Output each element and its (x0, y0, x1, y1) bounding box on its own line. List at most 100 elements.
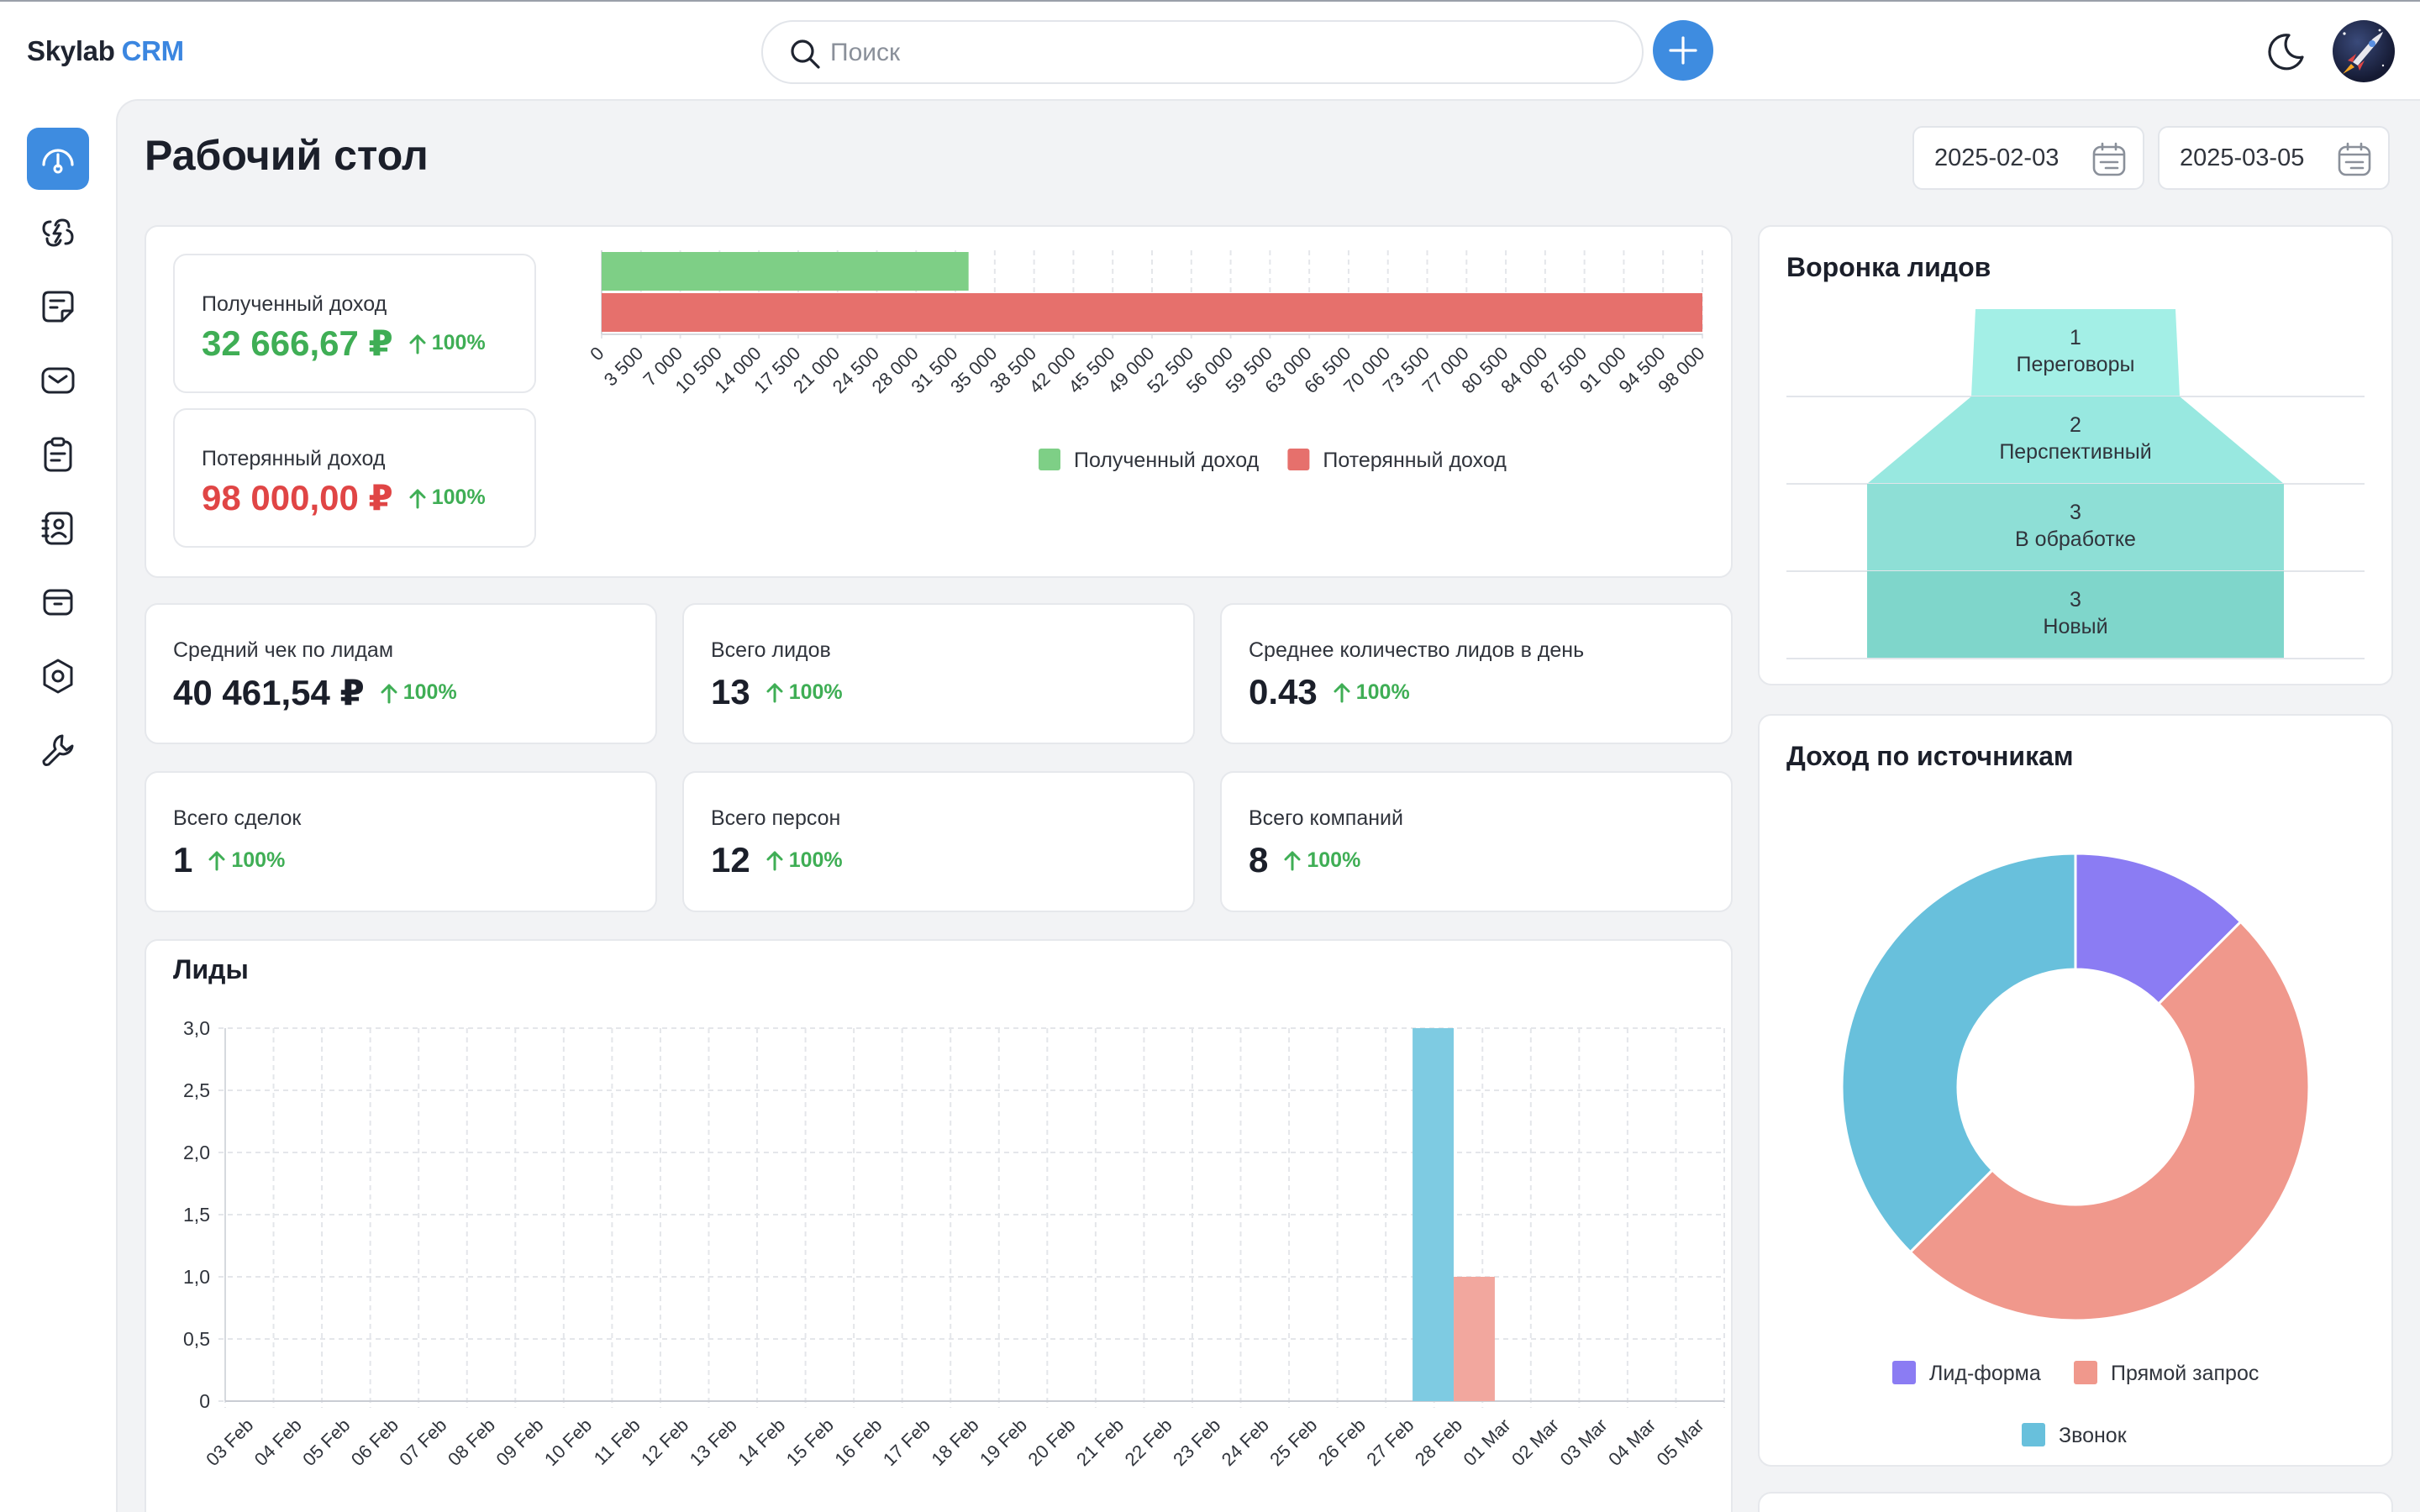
lead-funnel-card: Воронка лидов 1 Переговоры 2 Перспективный 3… (1758, 225, 2393, 685)
plus-icon (1669, 36, 1697, 65)
sidebar-item-settings[interactable] (27, 645, 89, 707)
y-tick-label: 1,0 (183, 1266, 210, 1288)
received-income-trend: 100% (408, 331, 486, 355)
x-tick-label: 25 Feb (1265, 1415, 1321, 1470)
lost-income-label: Потерянный доход (202, 447, 386, 470)
top-bar: Skylab CRM (0, 0, 2420, 99)
sidebar-item-integrations[interactable] (27, 202, 89, 264)
income-sources-card: Доход по источникам Лид-форма Прямой запр… (1758, 714, 2393, 1467)
x-tick-label: 23 Feb (1169, 1415, 1224, 1470)
deals-value: 1 (173, 840, 193, 879)
income-sources-title: Доход по источникам (1786, 741, 2074, 771)
x-tick-label: 14 Feb (734, 1415, 789, 1470)
sidebar-item-tasks[interactable] (27, 423, 89, 486)
trend-value: 100% (231, 848, 286, 872)
x-tick-label: 05 Feb (298, 1415, 354, 1470)
x-tick-label: 04 Mar (1604, 1415, 1660, 1470)
brand-name: Skylab (27, 35, 115, 66)
calendar-icon[interactable] (2091, 141, 2128, 178)
persons-value: 12 (711, 840, 750, 879)
legend-label: Звонок (2059, 1424, 2128, 1447)
x-tick-label: 17 Feb (879, 1415, 934, 1470)
funnel-stage-count: 3 (2070, 588, 2081, 612)
x-tick-label: 03 Feb (202, 1415, 257, 1470)
deals-trend: 100% (208, 848, 285, 873)
search-bar (761, 20, 1644, 84)
lost-income-value: 98 000,00 ₽ (202, 478, 393, 517)
funnel-stage-name: В обработке (2015, 528, 2136, 551)
x-tick-label: 13 Feb (686, 1415, 741, 1470)
funnel-stage-name: Новый (2043, 615, 2107, 638)
leads-chart-card: Лиды 0 0,5 1,0 1,5 2,0 2,5 3,0 03 Feb 04 Feb 05 F… (145, 939, 1733, 1512)
y-tick-label: 2,5 (183, 1079, 210, 1101)
total-leads-trend: 100% (765, 680, 843, 705)
lead-funnel-chart: 1 Переговоры 2 Перспективный 3 В обработке 3 Но… (1786, 309, 2365, 659)
app-logo[interactable]: Skylab CRM (27, 35, 184, 67)
calendar-icon[interactable] (2336, 141, 2373, 178)
deals-card: Всего сделок 1 100% (145, 771, 657, 912)
legend-swatch (1039, 449, 1060, 470)
integrations-icon (42, 218, 74, 247)
user-avatar[interactable] (2333, 20, 2395, 82)
total-leads-value: 13 (711, 672, 750, 711)
donut-slice-2 (1908, 920, 2311, 1322)
x-tick-label: 09 Feb (492, 1415, 547, 1470)
sidebar-item-tools[interactable] (27, 719, 89, 781)
received-income-label: Полученный доход (202, 292, 387, 316)
bar-lost (602, 293, 1702, 332)
income-card: Полученный доход 32 666,67 ₽ 100% Потеря… (145, 225, 1733, 578)
avg-check-stat: 40 461,54 ₽ 100% (173, 672, 457, 713)
y-tick-label: 2,0 (183, 1142, 210, 1163)
wrench-icon (42, 734, 74, 766)
persons-trend: 100% (765, 848, 843, 873)
x-tick-label: 24 Feb (1218, 1415, 1273, 1470)
date-to-input[interactable]: 2025-03-05 (2158, 126, 2390, 190)
create-button[interactable] (1653, 20, 1713, 81)
y-tick-label: 3,0 (183, 1017, 210, 1039)
x-tick-label: 02 Mar (1507, 1415, 1563, 1470)
lost-income-card: Потерянный доход 98 000,00 ₽ 100% (173, 408, 536, 548)
trend-value: 100% (402, 680, 457, 704)
avg-leads-card: Среднее количество лидов в день 0.43 100% (1220, 603, 1733, 744)
x-tick-label: 12 Feb (637, 1415, 692, 1470)
arrow-up-icon (1334, 683, 1350, 703)
date-from-input[interactable]: 2025-02-03 (1912, 126, 2144, 190)
funnel-stage-count: 2 (2070, 413, 2081, 437)
avg-leads-trend: 100% (1333, 680, 1410, 705)
persons-stat: 12 100% (711, 840, 843, 880)
lost-income-trend: 100% (408, 486, 486, 510)
y-tick-label: 0,5 (183, 1328, 210, 1350)
x-tick-label: 19 Feb (976, 1415, 1031, 1470)
x-tick-label: 15 Feb (782, 1415, 838, 1470)
search-input[interactable] (830, 34, 1620, 72)
x-tick-label: 04 Feb (250, 1415, 306, 1470)
legend-label: Потерянный доход (1323, 449, 1507, 472)
sidebar-item-dashboard[interactable] (27, 128, 89, 190)
legend-swatch (2074, 1361, 2097, 1384)
x-tick-label: 20 Feb (1024, 1415, 1080, 1470)
deals-label: Всего сделок (173, 806, 302, 830)
notes-icon (42, 291, 74, 323)
sidebar-item-contacts[interactable] (27, 497, 89, 559)
avg-leads-label: Среднее количество лидов в день (1249, 638, 1585, 662)
total-leads-card: Всего лидов 13 100% (682, 603, 1195, 744)
y-tick-label: 0 (199, 1390, 210, 1412)
x-tick-label: 28 Feb (1411, 1415, 1466, 1470)
x-tick-label: 11 Feb (590, 1415, 644, 1469)
x-tick-label: 18 Feb (927, 1415, 982, 1470)
sidebar-item-notes[interactable] (27, 276, 89, 338)
dark-mode-toggle-icon[interactable] (2264, 30, 2307, 74)
settings-icon (43, 659, 73, 694)
funnel-stage-3 (1867, 484, 2284, 571)
sidebar-item-archive[interactable] (27, 571, 89, 633)
y-tick-label: 1,5 (183, 1204, 210, 1226)
donut-slice-3 (1840, 852, 2077, 1254)
avg-check-card: Средний чек по лидам 40 461,54 ₽ 100% (145, 603, 657, 744)
arrow-up-icon (381, 684, 397, 703)
trend-value: 100% (1307, 848, 1361, 872)
x-tick-label: 27 Feb (1362, 1415, 1418, 1470)
trend-value: 100% (1355, 680, 1410, 704)
sidebar-item-mail[interactable] (27, 349, 89, 412)
funnel-stage-1 (1971, 309, 2180, 396)
